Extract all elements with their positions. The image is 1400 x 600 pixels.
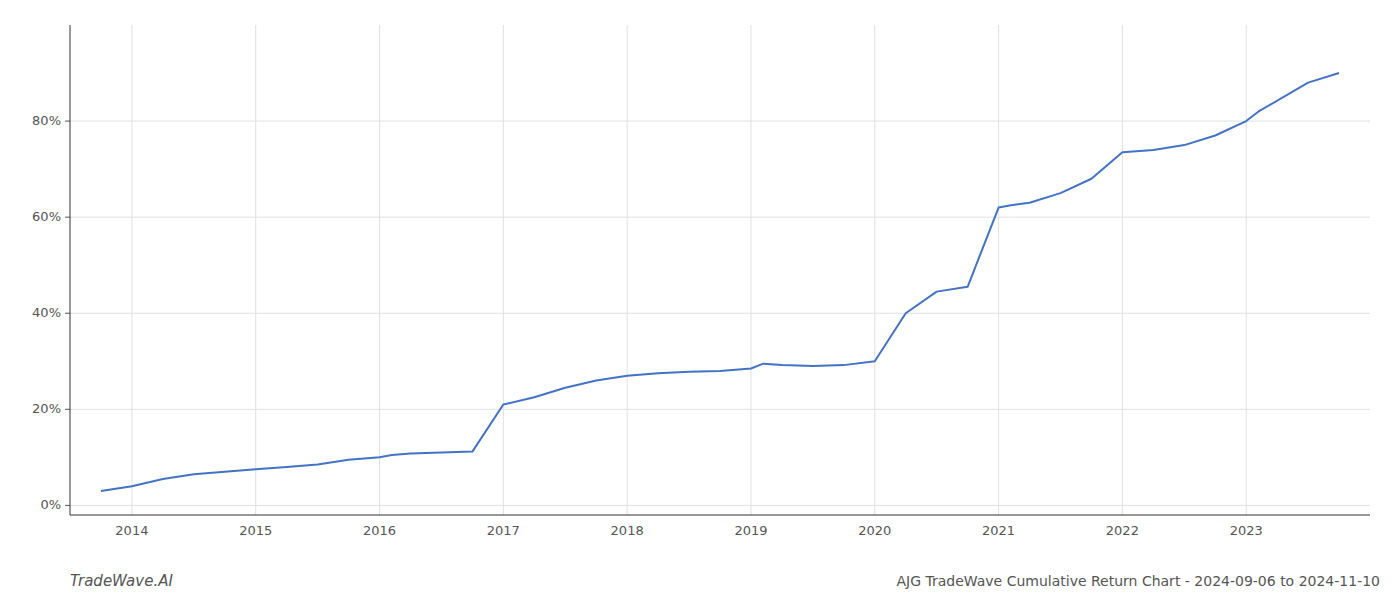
tick-label-x: 2016 [363,523,396,538]
tick-label-y: 40% [32,305,61,320]
tick-y [65,121,70,122]
title: AJG TradeWave Cumulative Return Chart - … [896,573,1380,589]
tick-label-x: 2022 [1106,523,1139,538]
tick-label-x: 2021 [982,523,1015,538]
tick-label-y: 80% [32,113,61,128]
tick-label-x: 2017 [487,523,520,538]
tick-label-x: 2018 [611,523,644,538]
tick-y [65,313,70,314]
axes: 0% 20% 40% 60% 80% 2014 2015 2016 2017 2018 2019 20… [32,25,1370,538]
grid-line-y [70,217,1370,218]
grid-line-y [70,121,1370,122]
axis-x [70,515,1370,516]
tick-label-x: 2015 [239,523,272,538]
grid-line-y [70,505,1370,506]
plot-area [101,73,1339,491]
grid-line-x [131,25,132,515]
grid-line-x [1246,25,1247,515]
grid [70,25,1370,515]
tick-y [65,409,70,410]
grid-line-x [503,25,504,515]
tick-label-x: 2019 [734,523,767,538]
chart: 0% 20% 40% 60% 80% 2014 2015 2016 2017 2018 2019 20… [0,0,1400,600]
tick-label-x: 2014 [115,523,148,538]
grid-line-x [998,25,999,515]
grid-line-x [627,25,628,515]
grid-line-x [1122,25,1123,515]
grid-line-x [874,25,875,515]
grid-line-x [255,25,256,515]
tick-label-x: 2023 [1230,523,1263,538]
grid-line-y [70,313,1370,314]
tick-label-x: 2020 [858,523,891,538]
tick-label-y: 20% [32,401,61,416]
tick-y [65,505,70,506]
grid-line-x [750,25,751,515]
grid-line-y [70,409,1370,410]
line [101,73,1339,491]
axis-y [70,25,71,515]
grid-line-x [379,25,380,515]
tick-label-y: 0% [40,497,61,512]
tick-y [65,217,70,218]
watermark: TradeWave.AI [70,572,173,590]
tick-label-y: 60% [32,209,61,224]
